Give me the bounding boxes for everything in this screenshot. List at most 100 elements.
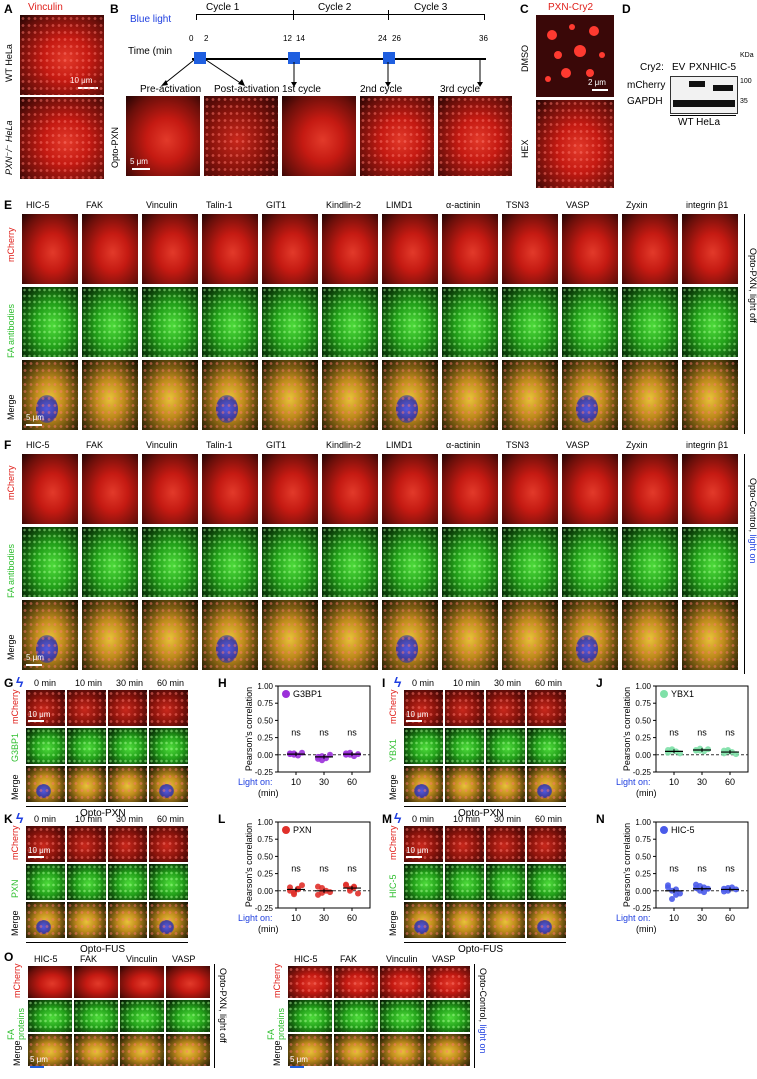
micrograph-tile [74,1000,118,1032]
light-pulse-1 [194,52,206,64]
panel-letter-a: A [4,2,13,16]
x-tick-label: 30 [319,777,329,787]
column-header: GIT1 [266,200,287,210]
micrograph-tile [67,766,106,802]
micrograph-tile [202,527,258,597]
panel-letter-n: N [596,812,605,826]
y-tick-label: 1.00 [635,682,651,691]
micrograph-tile [322,287,378,357]
micrograph-b-3 [282,96,356,176]
micrograph-tile [382,360,438,430]
y-tick-label: 0.75 [257,835,273,844]
micrograph-tile [382,454,438,524]
column-header: LIMD1 [386,200,413,210]
dmso-label: DMSO [520,45,530,72]
micrograph-tile [682,287,738,357]
micrograph-tile [527,902,566,938]
panel-letter-o: O [4,950,14,964]
scale-bar [290,1066,304,1068]
micrograph-tile [67,690,106,726]
micrograph-tile [108,690,147,726]
micrograph-tile [445,826,484,862]
column-header: VASP [566,200,590,210]
row-mcherry-o: mCherry [12,963,22,998]
scale-bar [406,720,422,722]
x-axis-label: Light on: [238,777,273,787]
micrograph-tile [149,766,188,802]
x-axis-unit: (min) [258,924,279,934]
significance-label: ns [347,864,357,874]
micrograph-tile [404,864,443,900]
micrograph-tile [562,527,618,597]
legend-label: HIC-5 [671,825,695,835]
row-merge-e: Merge [6,394,16,420]
divider [26,942,188,943]
x-tick-label: 10 [669,913,679,923]
row-label: Merge [388,774,398,800]
column-header: Vinculin [146,440,178,450]
micrograph-tile [404,728,443,764]
micrograph-tile [262,214,318,284]
bottom-label: Opto-FUS [458,944,504,955]
micrograph-tile [82,527,138,597]
micrograph-tile [82,454,138,524]
band-gapdh [673,100,735,107]
opto-pxn-row: Opto-PXN [110,126,120,168]
micrograph-tile [502,527,558,597]
micrograph-tile [445,728,484,764]
micrograph-tile [262,454,318,524]
micrograph-tile [166,1034,210,1066]
micrograph-tile [426,1000,470,1032]
row-label: mCherry [388,689,398,724]
micrograph-tile [108,902,147,938]
column-header: HIC-5 [294,954,318,964]
time-label: 10 min [453,814,481,824]
column-header: Vinculin [126,954,158,964]
micrograph-tile [67,902,106,938]
micrograph-tile [202,360,258,430]
micrograph-a-wt: 10 μm [20,15,104,95]
micrograph-tile [120,966,164,998]
y-tick-label: -0.25 [633,768,652,777]
scale-bar [406,856,422,858]
micrograph-tile [322,360,378,430]
micrograph-tile [108,864,147,900]
micrograph-tile [527,766,566,802]
micrograph-tile [622,214,678,284]
micrograph-tile [486,728,525,764]
time-label: 0 min [34,678,57,688]
scale-text: 10 μm [406,710,429,719]
panel-letter-h: H [218,676,227,690]
divider [474,964,475,1068]
time-label: 30 min [116,678,144,688]
y-tick-label: 0.00 [257,751,273,760]
column-header: TSN3 [506,200,530,210]
micrograph-c-hex [536,100,614,188]
column-header: Vinculin [386,954,418,964]
bottom-label: Opto-PXN [458,808,504,819]
micrograph-tile [108,826,147,862]
column-header: Talin-1 [206,440,233,450]
micrograph-tile [26,864,65,900]
micrograph-tile [442,287,498,357]
micrograph-tile [202,214,258,284]
row-label: Merge [10,774,20,800]
row-label: HIC-5 [388,874,398,898]
micrograph-tile [26,766,65,802]
micrograph-tile [527,690,566,726]
cycle-1-label: Cycle 1 [206,2,240,13]
micrograph-tile [382,600,438,670]
micrograph-tile [527,864,566,900]
panel-a-row2: PXN⁻/⁻ HeLa [4,120,14,175]
y-axis-label: Pearson's correlation [244,687,254,771]
x-tick-label: 60 [725,913,735,923]
wt-hela-label: WT HeLa [678,117,721,128]
micrograph-b-2 [204,96,278,176]
micrograph-tile [322,527,378,597]
x-tick-label: 30 [697,777,707,787]
column-header: Talin-1 [206,200,233,210]
column-headers-f: HIC-5 FAK Vinculin Talin-1 GIT1 Kindlin-2 LIMD… [22,440,742,452]
divider [404,942,566,943]
row-merge-o: Merge [12,1040,22,1066]
